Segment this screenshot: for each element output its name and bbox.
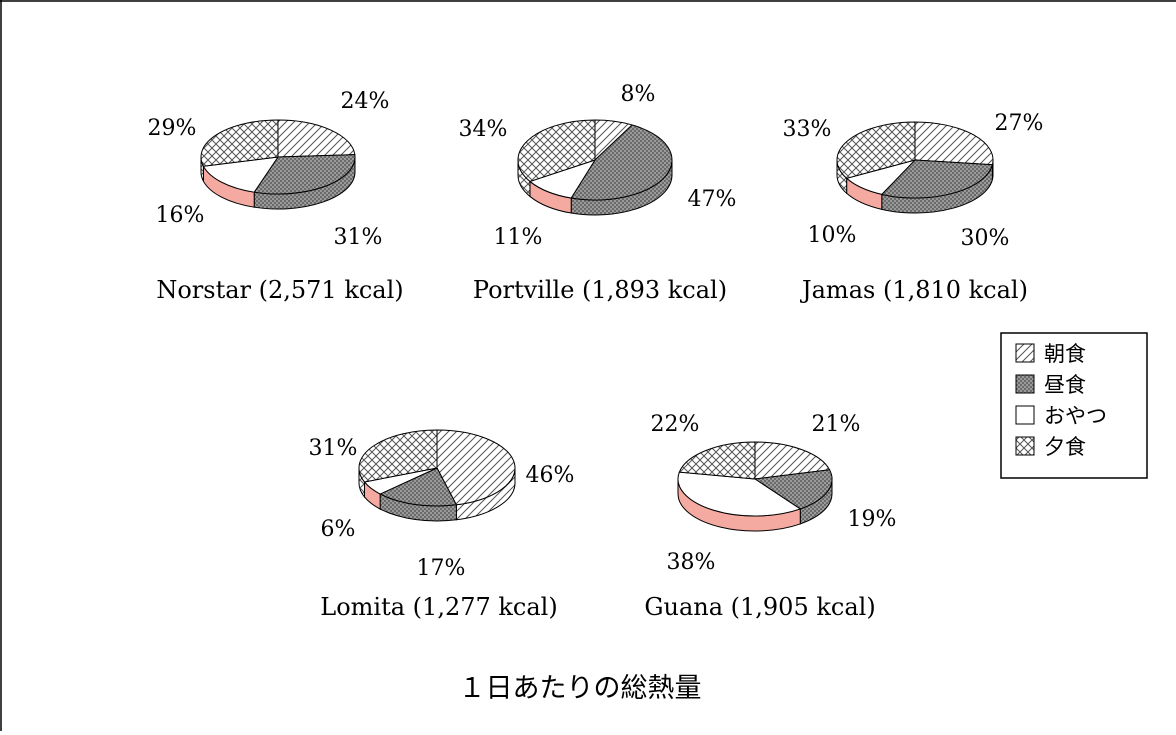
legend-label-lunch: 昼食 <box>1044 373 1086 397</box>
legend-label-snack: おやつ <box>1044 404 1107 428</box>
pie-5-caption: Guana (1,905 kcal) <box>644 593 875 621</box>
pie-3-caption: Jamas (1,810 kcal) <box>799 276 1028 304</box>
pie-1-caption: Norstar (2,571 kcal) <box>156 276 403 304</box>
legend-swatch-snack <box>1015 405 1035 425</box>
pie-2-label-lunch: 47% <box>688 187 737 212</box>
pie-1: 24% 31% 16% 29% Norstar (2,571 kcal) <box>148 89 404 304</box>
pie-3-label-breakfast: 27% <box>995 111 1044 136</box>
chart-title: １日あたりの総熱量 <box>459 673 702 704</box>
legend: 朝食 昼食 おやつ 夕食 <box>1000 332 1148 479</box>
pie-4-label-breakfast: 46% <box>526 463 575 488</box>
legend-item-snack: おやつ <box>1015 404 1107 428</box>
pie-3-label-lunch: 30% <box>961 226 1010 251</box>
pie-4-slice-dinner <box>358 429 438 483</box>
pie-3-slice-breakfast <box>914 121 994 166</box>
pie-3-label-snack: 10% <box>808 223 857 248</box>
pie-5-slice-dinner <box>678 441 756 480</box>
pie-1-label-dinner: 29% <box>148 116 197 141</box>
pie-2-slice-dinner <box>517 119 596 182</box>
pie-5-slice-breakfast <box>754 441 831 480</box>
legend-swatch-dinner <box>1015 436 1035 456</box>
pie-3-slice-lunch <box>880 159 994 199</box>
pie-3: 27% 30% 10% 33% Jamas (1,810 kcal) <box>783 111 1044 304</box>
legend-swatch-breakfast <box>1015 343 1035 363</box>
legend-item-lunch: 昼食 <box>1015 373 1086 397</box>
pie-4-label-snack: 6% <box>321 517 356 542</box>
pie-4-label-lunch: 17% <box>417 556 466 581</box>
legend-label-dinner: 夕食 <box>1044 435 1086 459</box>
pie-4-caption: Lomita (1,277 kcal) <box>320 593 557 621</box>
pie-3-label-dinner: 33% <box>783 117 832 142</box>
pie-1-label-lunch: 31% <box>334 225 383 250</box>
pie-2-label-breakfast: 8% <box>621 82 656 107</box>
pie-1-label-snack: 16% <box>156 203 205 228</box>
legend-item-breakfast: 朝食 <box>1015 342 1086 366</box>
legend-item-dinner: 夕食 <box>1015 435 1086 459</box>
pie-2-label-dinner: 34% <box>459 117 508 142</box>
pie-1-slice-dinner <box>200 119 279 167</box>
pie-4-slice-lunch <box>378 467 458 507</box>
pie-5-label-snack: 38% <box>667 550 716 575</box>
pie-2-slice-lunch <box>570 124 673 201</box>
pie-1-label-breakfast: 24% <box>341 89 390 114</box>
pie-2-label-snack: 11% <box>494 225 543 250</box>
pie-1-slice-breakfast <box>277 119 356 158</box>
pie-4-slice-breakfast <box>436 429 516 506</box>
pie-1-slice-snack <box>202 156 280 193</box>
pie-5-label-lunch: 19% <box>848 507 897 532</box>
pie-group: 24% 31% 16% 29% Norstar (2,571 kcal) 8% 47% 11%… <box>148 82 1044 621</box>
pie-3-slice-dinner <box>836 121 916 179</box>
pie-5-slice-snack <box>677 471 802 517</box>
legend-swatch-lunch <box>1015 374 1035 394</box>
pie-5: 21% 19% 38% 22% Guana (1,905 kcal) <box>644 412 896 621</box>
pie-2: 8% 47% 11% 34% Portville (1,893 kcal) <box>459 82 737 304</box>
legend-label-breakfast: 朝食 <box>1044 342 1086 366</box>
pie-4: 46% 17% 6% 31% Lomita (1,277 kcal) <box>309 429 575 621</box>
pie-2-caption: Portville (1,893 kcal) <box>473 276 727 304</box>
pie-5-label-dinner: 22% <box>651 412 700 437</box>
pie-1-slice-lunch <box>253 154 356 195</box>
pie-4-label-dinner: 31% <box>309 436 358 461</box>
pie-5-slice-lunch <box>753 469 833 510</box>
pie-5-label-breakfast: 21% <box>812 412 861 437</box>
